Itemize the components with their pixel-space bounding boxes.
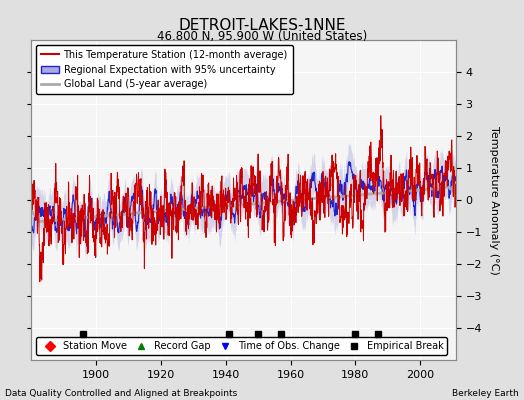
Legend: Station Move, Record Gap, Time of Obs. Change, Empirical Break: Station Move, Record Gap, Time of Obs. C… [36, 337, 447, 355]
Y-axis label: Temperature Anomaly (°C): Temperature Anomaly (°C) [489, 126, 499, 274]
Text: Data Quality Controlled and Aligned at Breakpoints: Data Quality Controlled and Aligned at B… [5, 389, 237, 398]
Text: 46.800 N, 95.900 W (United States): 46.800 N, 95.900 W (United States) [157, 30, 367, 43]
Text: Berkeley Earth: Berkeley Earth [452, 389, 519, 398]
Text: DETROIT-LAKES-1NNE: DETROIT-LAKES-1NNE [178, 18, 346, 33]
